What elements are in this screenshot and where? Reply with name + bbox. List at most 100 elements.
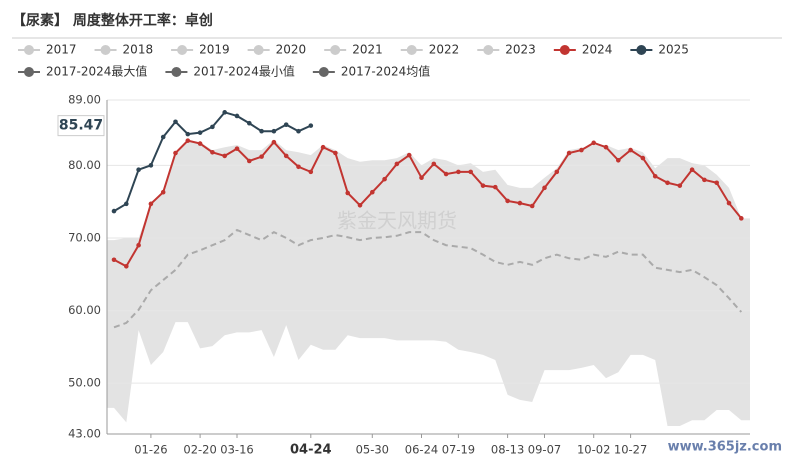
point [247, 158, 252, 164]
point [628, 147, 633, 153]
point [591, 140, 596, 146]
min-area [107, 322, 750, 434]
site-watermark: www.365jz.com [668, 440, 782, 455]
legend-swatch-dot [253, 45, 264, 55]
legend-label: 2025 [658, 43, 689, 57]
legend-label: 2018 [123, 43, 154, 57]
legend-swatch-dot [171, 67, 182, 77]
legend-item[interactable]: 2019 [171, 43, 230, 57]
x-tick-label: 07-19 [442, 443, 475, 457]
legend-item[interactable]: 2020 [247, 43, 307, 57]
point [702, 177, 707, 183]
point [283, 153, 289, 159]
legend-item[interactable]: 2024 [553, 43, 613, 57]
x-tick-label: 03-16 [220, 443, 253, 457]
x-tick-label: 08-13 [491, 443, 524, 457]
point [185, 131, 191, 137]
legend-label: 2017-2024最小值 [193, 64, 294, 79]
y-tick-label: 43.00 [68, 427, 101, 441]
legend-item[interactable]: 2017-2024均值 [312, 64, 430, 79]
point [247, 120, 252, 126]
point [603, 144, 609, 150]
point [443, 171, 449, 177]
point [554, 169, 560, 175]
point [296, 128, 301, 134]
legend-item[interactable]: 2021 [324, 43, 383, 57]
point [296, 164, 301, 170]
point [677, 183, 683, 188]
point [160, 189, 166, 195]
point [579, 147, 584, 153]
legend-item[interactable]: 2018 [94, 43, 154, 57]
point [493, 184, 498, 190]
x-tick-label: 09-07 [528, 443, 561, 457]
legend-item[interactable]: 2017-2024最大值 [18, 64, 147, 79]
point [222, 153, 227, 159]
point [271, 139, 277, 145]
point [234, 146, 240, 151]
x-tick-label: 10-27 [614, 443, 647, 457]
legend-label: 2017-2024均值 [341, 64, 430, 79]
point [333, 150, 338, 156]
y-tick-label: 70.00 [68, 230, 101, 244]
legend-label: 2023 [505, 43, 536, 57]
legend-item[interactable]: 2023 [477, 43, 536, 57]
legend-label: 2017 [46, 43, 77, 57]
point [148, 163, 154, 168]
legend-item[interactable]: 2017 [18, 43, 77, 57]
point [173, 119, 178, 125]
x-tick-label: 04-24 [290, 443, 332, 458]
point [210, 124, 215, 130]
point [283, 122, 289, 127]
point [382, 176, 387, 182]
point [640, 155, 646, 161]
point [714, 180, 719, 186]
point [394, 161, 400, 167]
legend-item[interactable]: 2022 [400, 43, 460, 57]
legend-swatch-dot [559, 45, 570, 55]
x-tick-label: 10-02 [577, 443, 610, 457]
legend-swatch-dot [100, 45, 111, 55]
point [320, 144, 326, 150]
point [271, 128, 277, 134]
point [111, 257, 117, 263]
x-tick-label: 05-30 [356, 443, 389, 457]
crosshair-label: 85.47 [59, 118, 103, 134]
legend-label: 2021 [352, 43, 383, 57]
crosshair-box [57, 115, 105, 137]
x-tick-label: 01-26 [134, 443, 167, 457]
point [148, 201, 154, 207]
point [468, 169, 474, 175]
y-tick-label: 89.00 [68, 93, 101, 107]
point [406, 152, 412, 158]
point [259, 128, 264, 134]
point [197, 130, 203, 135]
point [136, 242, 141, 248]
point [308, 169, 314, 175]
watermark: 紫金天风期货 [337, 209, 457, 233]
legend-label: 2019 [199, 43, 230, 57]
legend-swatch-dot [24, 45, 34, 55]
legend-swatch-dot [636, 45, 647, 55]
point [419, 175, 424, 180]
point [431, 161, 437, 167]
point [185, 138, 191, 143]
legend-label: 2024 [582, 43, 613, 57]
legend-swatch-dot [483, 45, 494, 55]
point [616, 157, 621, 163]
point [124, 201, 129, 207]
point [505, 198, 510, 204]
y-tick-label: 60.00 [68, 303, 101, 317]
x-tick-label: 02-20 [183, 443, 216, 457]
point [542, 185, 547, 191]
legend-item[interactable]: 2017-2024最小值 [165, 64, 295, 79]
legend-label: 2020 [276, 43, 307, 57]
point [136, 167, 141, 173]
legend-item[interactable]: 2025 [630, 43, 689, 57]
point [259, 154, 264, 159]
point [308, 123, 314, 128]
x-tick-label: 06-24 [405, 443, 438, 457]
point [222, 110, 227, 115]
point [111, 208, 117, 214]
